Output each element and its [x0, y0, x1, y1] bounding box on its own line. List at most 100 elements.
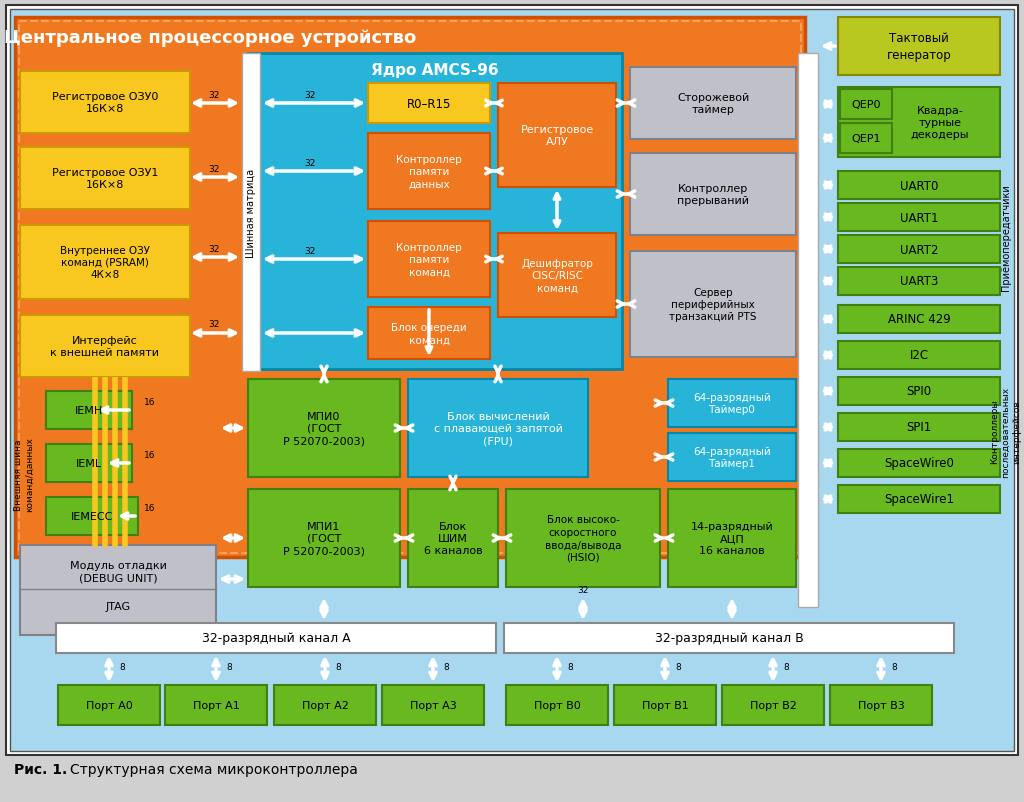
Bar	[248, 379, 400, 477]
Text: Блок очереди
команд: Блок очереди команд	[391, 322, 467, 345]
Text: Ядро AMCS-96: Ядро AMCS-96	[371, 63, 499, 78]
Bar	[838, 172, 1000, 200]
Bar	[46, 444, 132, 482]
Text: 8: 8	[226, 662, 231, 671]
Text: Регистровое ОЗУ1
16К×8: Регистровое ОЗУ1 16К×8	[52, 168, 158, 190]
Bar	[614, 685, 716, 725]
Bar	[368, 134, 490, 210]
Text: Порт А2: Порт А2	[301, 700, 348, 710]
Bar	[838, 378, 1000, 406]
Text: 8: 8	[891, 662, 897, 671]
Text: 8: 8	[119, 662, 125, 671]
Bar	[630, 68, 796, 140]
Bar	[242, 54, 260, 371]
Text: UART1: UART1	[900, 211, 938, 225]
Bar	[20, 72, 190, 134]
Text: Порт А3: Порт А3	[410, 700, 457, 710]
Text: Порт В2: Порт В2	[750, 700, 797, 710]
Text: 8: 8	[783, 662, 788, 671]
Bar	[830, 685, 932, 725]
Bar	[838, 306, 1000, 334]
Text: Контроллер
памяти
данных: Контроллер памяти данных	[396, 155, 462, 189]
Text: 32: 32	[304, 158, 315, 168]
Text: 8: 8	[335, 662, 341, 671]
Text: Тактовый
генератор: Тактовый генератор	[887, 32, 951, 62]
Text: Шинная матрица: Шинная матрица	[246, 168, 256, 257]
Text: 32: 32	[578, 585, 589, 595]
Bar	[368, 84, 490, 124]
Bar	[498, 84, 616, 188]
Text: 32: 32	[304, 246, 315, 255]
Text: Контроллер
прерываний: Контроллер прерываний	[677, 184, 749, 206]
Text: Порт В1: Порт В1	[642, 700, 688, 710]
Text: 8: 8	[675, 662, 681, 671]
Text: 32: 32	[208, 320, 220, 329]
Bar	[248, 54, 622, 370]
Bar	[56, 623, 496, 653]
Text: Блок
ШИМ
6 каналов: Блок ШИМ 6 каналов	[424, 521, 482, 556]
Bar	[20, 316, 190, 378]
Bar	[504, 623, 954, 653]
Bar	[58, 685, 160, 725]
Bar	[838, 18, 1000, 76]
Text: QEP0: QEP0	[851, 100, 881, 110]
Text: 32: 32	[208, 91, 220, 99]
Bar	[722, 685, 824, 725]
Bar	[630, 154, 796, 236]
Text: UART2: UART2	[900, 243, 938, 256]
Text: 32-разрядный канал А: 32-разрядный канал А	[202, 632, 350, 645]
Text: Дешифратор
CISC/RISC
команд: Дешифратор CISC/RISC команд	[521, 258, 593, 293]
Bar	[838, 236, 1000, 264]
Text: Порт В0: Порт В0	[534, 700, 581, 710]
Bar	[408, 489, 498, 587]
Text: SPI0: SPI0	[906, 385, 932, 398]
Bar	[19, 22, 801, 553]
Text: 64-разрядный
Таймер0: 64-разрядный Таймер0	[693, 392, 771, 415]
Bar	[368, 221, 490, 298]
Bar	[506, 489, 660, 587]
Bar	[408, 379, 588, 477]
Bar	[798, 54, 818, 607]
Text: SPI1: SPI1	[906, 421, 932, 434]
Text: UART3: UART3	[900, 275, 938, 288]
Text: 32: 32	[208, 164, 220, 173]
Bar	[630, 252, 796, 358]
Text: Интерфейс
к внешней памяти: Интерфейс к внешней памяти	[50, 335, 160, 358]
Bar	[46, 497, 138, 535]
Bar	[838, 88, 1000, 158]
Text: Порт А1: Порт А1	[193, 700, 240, 710]
Bar	[838, 204, 1000, 232]
Text: 16: 16	[144, 451, 156, 460]
Text: 16: 16	[144, 398, 156, 407]
Text: Приёмопередатчики: Приёмопередатчики	[1001, 184, 1011, 291]
Text: МПИ1
(ГОСТ
Р 52070-2003): МПИ1 (ГОСТ Р 52070-2003)	[283, 521, 365, 556]
Text: Порт А0: Порт А0	[86, 700, 132, 710]
Text: I2C: I2C	[909, 349, 929, 362]
Text: Блок вычислений
с плавающей запятой
(FPU): Блок вычислений с плавающей запятой (FPU…	[433, 411, 562, 446]
Text: Контроллер
памяти
команд: Контроллер памяти команд	[396, 242, 462, 277]
Bar	[165, 685, 267, 725]
Text: Центральное процессорное устройство: Центральное процессорное устройство	[4, 29, 416, 47]
Bar	[668, 489, 796, 587]
Bar	[46, 391, 132, 429]
Bar	[838, 342, 1000, 370]
Text: IEML: IEML	[76, 459, 102, 468]
Text: 32-разрядный канал В: 32-разрядный канал В	[654, 632, 804, 645]
Bar	[838, 485, 1000, 513]
Bar	[498, 233, 616, 318]
Text: МПИ0
(ГОСТ
Р 52070-2003): МПИ0 (ГОСТ Р 52070-2003)	[283, 411, 365, 446]
Text: Порт В3: Порт В3	[858, 700, 904, 710]
Bar	[15, 18, 805, 557]
Bar	[20, 545, 216, 635]
Bar	[506, 685, 608, 725]
Text: UART0: UART0	[900, 180, 938, 192]
Bar	[838, 449, 1000, 477]
Text: 64-разрядный
Таймер1: 64-разрядный Таймер1	[693, 446, 771, 468]
Text: Внутреннее ОЗУ
команд (PSRAM)
4К×8: Внутреннее ОЗУ команд (PSRAM) 4К×8	[60, 245, 150, 280]
Text: Блок высоко-
скоростного
ввода/вывода
(HSIO): Блок высоко- скоростного ввода/вывода (H…	[545, 515, 622, 562]
Text: R0–R15: R0–R15	[407, 97, 452, 111]
Text: Контроллеры
последовательных
интерфейсов: Контроллеры последовательных интерфейсов	[990, 386, 1022, 477]
Text: Квадра-
турные
декодеры: Квадра- турные декодеры	[910, 106, 970, 140]
Bar	[248, 489, 400, 587]
Bar	[20, 148, 190, 210]
